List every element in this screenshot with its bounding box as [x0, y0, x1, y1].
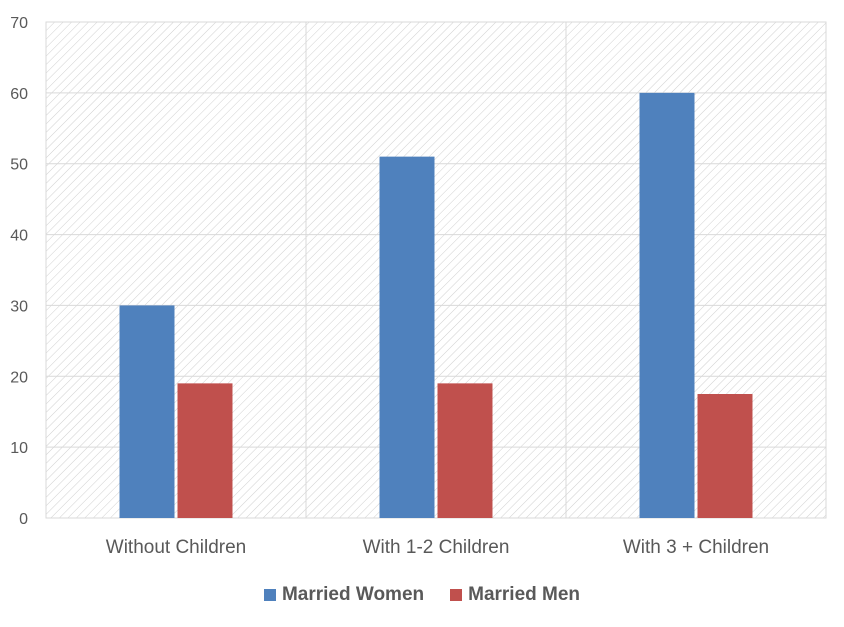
x-tick-label: With 3 + Children [623, 537, 769, 558]
plot-area-background [45, 21, 827, 519]
legend-label-married-women: Married Women [281, 584, 425, 605]
y-tick-label: 20 [10, 369, 28, 386]
gridlines [46, 21, 826, 519]
bar [119, 305, 175, 518]
legend-item-married-men: Married Men [450, 584, 580, 606]
legend: Married Women Married Men [0, 584, 844, 606]
x-tick-label: Without Children [106, 537, 246, 558]
bar [639, 92, 695, 518]
y-axis: 0 10 20 30 40 50 60 70 [10, 15, 28, 528]
bar [697, 394, 753, 518]
bar [437, 383, 493, 518]
legend-item-married-women: Married Women [263, 584, 425, 606]
legend-swatch-married-men [450, 589, 463, 601]
bar [379, 156, 435, 518]
legend-label-married-men: Married Men [468, 584, 581, 605]
y-tick-label: 50 [10, 157, 28, 174]
y-tick-label: 0 [19, 511, 28, 528]
y-tick-label: 70 [10, 15, 28, 32]
y-tick-label: 40 [10, 228, 28, 245]
bar-chart: 0 10 20 30 40 50 60 70 Without Children With 1-2… [10, 15, 827, 558]
x-axis: Without Children With 1-2 Children With 3 … [106, 537, 769, 558]
legend-swatch-married-women [263, 589, 276, 601]
y-tick-label: 10 [10, 440, 28, 457]
y-tick-label: 30 [10, 298, 28, 315]
bars [119, 92, 753, 518]
y-tick-label: 60 [10, 86, 28, 103]
x-tick-label: With 1-2 Children [363, 537, 510, 558]
bar [177, 383, 233, 518]
